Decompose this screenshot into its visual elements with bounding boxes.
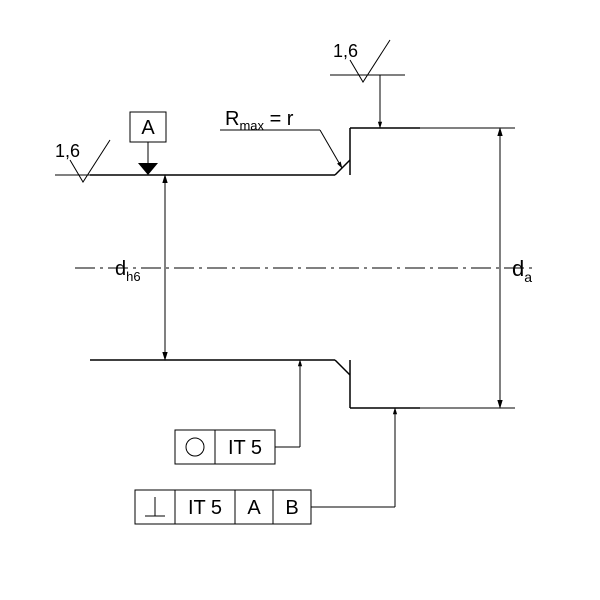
rmax-eq: = r [264, 108, 294, 130]
fcf-circularity: IT 5 [175, 360, 300, 464]
da-symbol: d [512, 256, 524, 281]
fcf-circ-tol: IT 5 [228, 437, 262, 459]
svg-text:dh6: dh6 [115, 258, 141, 284]
rmax-sub: max [239, 118, 264, 133]
fcf-perpendicularity: IT 5 A B [135, 408, 395, 524]
rmax-label: Rmax = r [220, 108, 342, 168]
dh6-sub: h6 [126, 269, 140, 284]
sf-right-val: 1,6 [333, 41, 358, 61]
fcf-perp-tol: IT 5 [188, 497, 222, 519]
svg-text:da: da [512, 256, 532, 285]
svg-text:Rmax = r: Rmax = r [225, 108, 294, 133]
rmax-r: R [225, 108, 239, 130]
da-sub: a [524, 269, 532, 285]
fcf-perp-b: B [285, 497, 298, 519]
datum-a-label: A [141, 117, 155, 139]
sf-left-val: 1,6 [55, 141, 80, 161]
datum-a: A [130, 112, 166, 175]
fcf-perp-a: A [247, 497, 261, 519]
dh6-symbol: d [115, 258, 126, 280]
surface-finish-right: 1,6 [330, 40, 405, 128]
